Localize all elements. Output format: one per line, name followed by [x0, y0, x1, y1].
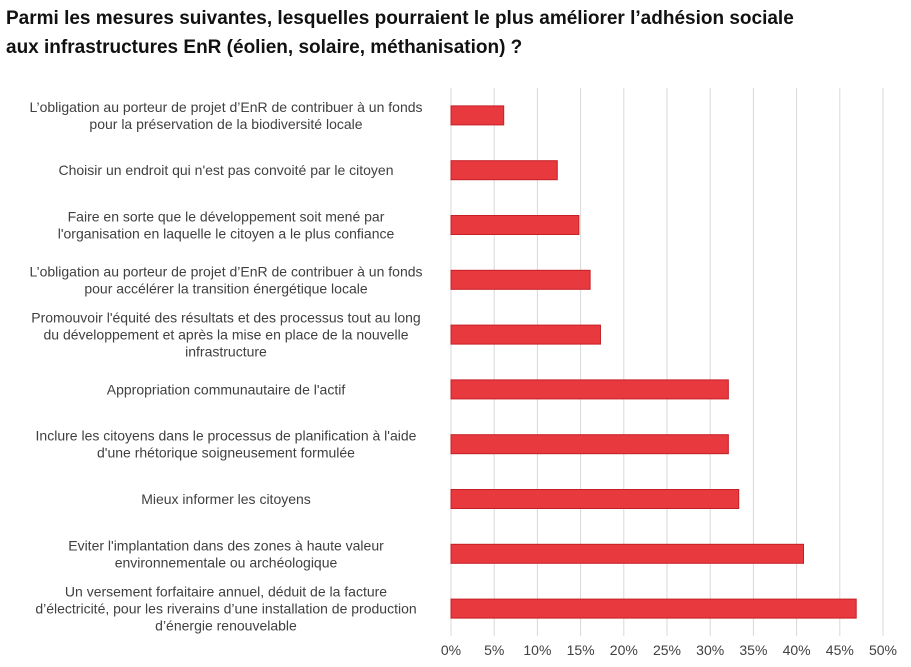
x-tick-label: 15%	[567, 642, 595, 658]
category-label-line: Un versement forfaitaire annuel, déduit …	[65, 584, 387, 600]
category-label-line: pour accélérer la transition énergétique…	[84, 280, 367, 296]
chart-title-line-1: Parmi les mesures suivantes, lesquelles …	[6, 8, 794, 29]
category-label-line: infrastructure	[185, 344, 267, 360]
x-tick-label: 30%	[696, 642, 724, 658]
category-label: Faire en sorte que le développement soit…	[58, 209, 395, 242]
category-label-line: L’obligation au porteur de projet d’EnR …	[29, 263, 422, 279]
category-label-line: environnementale ou archéologique	[115, 554, 338, 570]
chart-title-line-2: aux infrastructures EnR (éolien, solaire…	[6, 37, 523, 58]
category-label: Inclure les citoyens dans le processus d…	[36, 428, 417, 461]
category-label: Appropriation communautaire de l'actif	[107, 381, 346, 397]
x-tick-label: 45%	[826, 642, 854, 658]
x-tick-label: 50%	[869, 642, 897, 658]
x-tick-label: 20%	[610, 642, 638, 658]
category-label-line: Appropriation communautaire de l'actif	[107, 381, 346, 397]
category-label: Choisir un endroit qui n'est pas convoit…	[59, 162, 394, 178]
bar	[450, 215, 580, 235]
category-label-line: Mieux informer les citoyens	[141, 491, 311, 507]
bar	[450, 105, 505, 126]
category-label-line: l'organisation en laquelle le citoyen a …	[58, 226, 395, 242]
bar	[450, 543, 805, 564]
category-label: Promouvoir l'équité des résultats et des…	[31, 310, 420, 360]
category-label: L’obligation au porteur de projet d’EnR …	[29, 99, 422, 132]
bar	[450, 379, 729, 400]
x-tick-label: 35%	[739, 642, 767, 658]
bar	[450, 598, 857, 619]
category-label-line: L’obligation au porteur de projet d’EnR …	[29, 99, 422, 115]
category-label: Mieux informer les citoyens	[141, 491, 311, 507]
bar	[450, 434, 729, 455]
category-label-line: Inclure les citoyens dans le processus d…	[36, 428, 417, 444]
category-label: Un versement forfaitaire annuel, déduit …	[35, 584, 416, 634]
x-tick-label: 10%	[523, 642, 551, 658]
category-label: L’obligation au porteur de projet d’EnR …	[29, 263, 422, 296]
x-tick-label: 0%	[441, 642, 461, 658]
category-label-line: Faire en sorte que le développement soit…	[68, 209, 385, 225]
x-tick-label: 25%	[653, 642, 681, 658]
bar	[450, 160, 558, 181]
category-label-line: d’énergie renouvelable	[155, 618, 297, 634]
category-label-line: Eviter l'implantation dans des zones à h…	[68, 537, 384, 553]
x-tick-label: 5%	[484, 642, 504, 658]
bar	[450, 324, 601, 345]
category-label: Eviter l'implantation dans des zones à h…	[68, 537, 384, 570]
category-label-line: du développement et après la mise en pla…	[43, 327, 408, 343]
category-label-line: d'une rhétorique soigneusement formulée	[97, 445, 355, 461]
bar	[450, 269, 591, 290]
category-label-line: pour la préservation de la biodiversité …	[89, 116, 362, 132]
category-label-line: Choisir un endroit qui n'est pas convoit…	[59, 162, 394, 178]
chart-title: Parmi les mesures suivantes, lesquelles …	[6, 4, 906, 62]
x-tick-label: 40%	[783, 642, 811, 658]
category-label-line: d’électricité, pour les riverains d’une …	[35, 601, 416, 617]
bar	[450, 489, 740, 509]
category-label-line: Promouvoir l'équité des résultats et des…	[31, 310, 420, 326]
